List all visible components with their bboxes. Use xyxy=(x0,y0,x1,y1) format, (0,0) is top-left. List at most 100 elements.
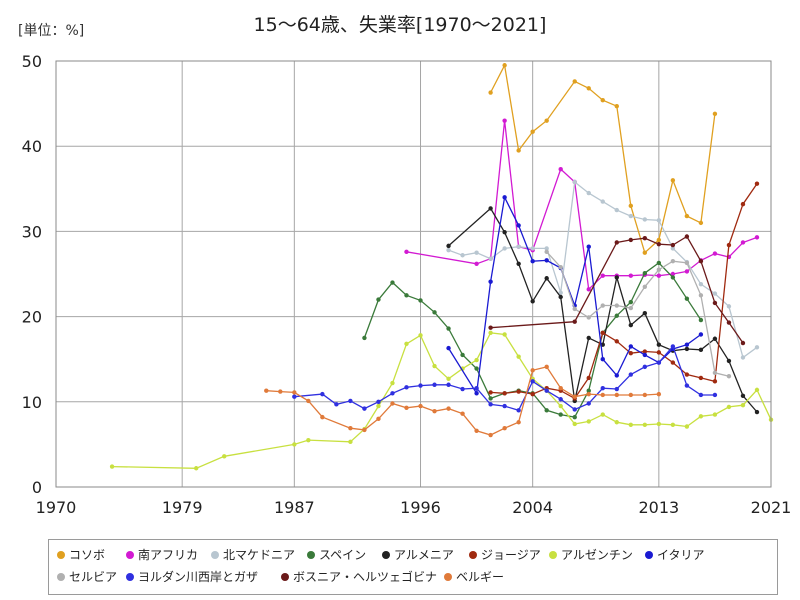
data-point xyxy=(712,111,718,117)
data-point xyxy=(502,332,507,337)
data-point xyxy=(530,299,535,304)
data-point xyxy=(488,325,493,330)
data-point xyxy=(544,246,549,251)
legend-item: コソボ xyxy=(57,548,105,562)
data-point xyxy=(446,406,451,411)
data-point xyxy=(698,317,704,323)
legend-swatch xyxy=(57,550,65,559)
data-point xyxy=(474,366,479,371)
y-tick-label: 10 xyxy=(22,393,42,412)
data-point xyxy=(292,394,297,399)
series-10 xyxy=(488,234,746,346)
y-tick-label: 30 xyxy=(22,222,42,241)
data-point xyxy=(502,63,507,68)
legend-label: アルメニア xyxy=(394,548,454,562)
data-point xyxy=(600,357,605,362)
data-point xyxy=(656,342,662,347)
data-point xyxy=(278,389,283,394)
data-point xyxy=(446,376,451,381)
series-2 xyxy=(446,179,760,360)
data-point xyxy=(712,392,718,398)
data-point xyxy=(642,422,648,428)
data-point xyxy=(628,322,634,328)
legend-swatch xyxy=(469,550,477,559)
data-point xyxy=(404,341,409,347)
data-point xyxy=(642,270,648,276)
data-point xyxy=(614,303,619,308)
series-4 xyxy=(446,206,760,415)
data-point xyxy=(656,218,662,223)
data-point xyxy=(572,319,577,324)
data-point xyxy=(334,402,339,407)
data-point xyxy=(446,243,451,249)
data-point xyxy=(754,345,760,350)
data-point xyxy=(726,374,732,379)
data-point xyxy=(488,206,493,211)
data-point xyxy=(600,412,605,417)
data-point xyxy=(712,336,718,341)
legend-label: アルゼンチン xyxy=(561,548,633,562)
data-point xyxy=(614,420,619,425)
data-point xyxy=(628,392,634,398)
legend-item: 北マケドニア xyxy=(211,548,295,562)
data-point xyxy=(586,244,591,249)
data-point xyxy=(544,408,549,413)
y-tick-label: 40 xyxy=(22,137,42,156)
data-point xyxy=(684,269,690,274)
data-point xyxy=(502,118,507,123)
data-point xyxy=(432,382,437,387)
data-point xyxy=(684,234,690,239)
data-point xyxy=(698,392,704,398)
unit-label: [単位：%] xyxy=(18,23,85,39)
data-point xyxy=(726,242,732,248)
data-point xyxy=(222,454,227,459)
chart-legend: コソボ 南アフリカ 北マケドニア スペイン アルメニア ジョージア アルゼンチン イタリア セル… xyxy=(48,539,778,595)
data-point xyxy=(656,360,662,365)
data-point xyxy=(390,280,395,285)
data-point xyxy=(586,315,591,320)
series-layer xyxy=(109,63,774,471)
data-point xyxy=(502,426,507,431)
legend-item: イタリア xyxy=(645,548,705,562)
data-point xyxy=(488,279,493,284)
legend-item: ボスニア・ヘルツェゴビナ xyxy=(281,570,437,584)
legend-swatch xyxy=(57,572,65,581)
data-point xyxy=(642,250,648,255)
legend-label: ボスニア・ヘルツェゴビナ xyxy=(293,570,438,584)
data-point xyxy=(474,385,479,391)
data-point xyxy=(670,178,676,183)
series-line xyxy=(447,195,702,396)
x-tick-label: 1979 xyxy=(162,498,203,517)
data-point xyxy=(712,412,718,417)
data-point xyxy=(628,273,634,278)
data-point xyxy=(614,103,619,109)
series-line xyxy=(448,207,758,413)
data-point xyxy=(516,244,521,249)
data-point xyxy=(740,403,746,408)
data-point xyxy=(446,247,451,253)
x-tick-label: 1996 xyxy=(400,498,441,517)
data-point xyxy=(544,249,549,255)
legend-label: セルビア xyxy=(69,570,118,584)
data-point xyxy=(684,213,690,219)
data-point xyxy=(656,260,662,266)
data-point xyxy=(516,420,521,425)
legend-label: ベルギー xyxy=(456,570,505,584)
data-point xyxy=(418,383,423,388)
legend-item: ベルギー xyxy=(444,570,504,584)
data-point xyxy=(530,259,535,264)
legend-swatch xyxy=(126,572,134,581)
data-point xyxy=(432,310,437,315)
y-tick-label: 0 xyxy=(32,478,42,497)
series-9 xyxy=(292,344,718,413)
data-point xyxy=(418,333,423,338)
data-point xyxy=(474,250,479,255)
data-point xyxy=(614,240,619,245)
data-point xyxy=(698,293,704,298)
x-tick-label: 2013 xyxy=(638,498,679,517)
data-point xyxy=(376,399,381,404)
data-point xyxy=(614,386,619,392)
data-point xyxy=(502,230,507,235)
data-point xyxy=(502,391,507,396)
